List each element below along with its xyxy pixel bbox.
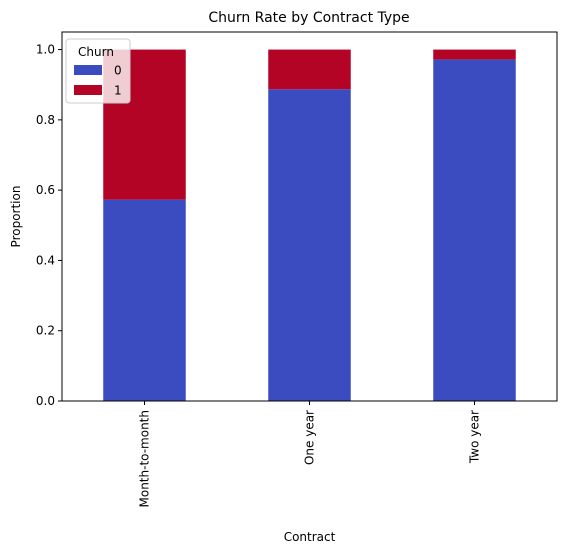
legend-title: Churn (78, 45, 114, 59)
y-tick-label: 0.2 (36, 324, 55, 338)
x-tick-label: One year (303, 410, 317, 465)
y-axis-label: Proportion (9, 186, 23, 248)
bar-two-year-churn-1 (433, 49, 516, 60)
bar-one-year-churn-1 (268, 49, 351, 90)
legend: Churn 0 1 (65, 38, 131, 104)
x-axis: Month-to-month One year Two year (138, 401, 482, 508)
y-tick-label: 1.0 (36, 43, 55, 57)
y-tick-label: 0.4 (36, 253, 55, 267)
x-tick-label: Month-to-month (138, 410, 152, 508)
y-tick-label: 0.8 (36, 113, 55, 127)
bar-one-year-churn-0 (268, 89, 351, 401)
legend-label-0: 0 (114, 64, 122, 78)
y-tick-label: 0.0 (36, 394, 55, 408)
y-axis: 0.0 0.2 0.4 0.6 0.8 1.0 (36, 43, 62, 408)
x-tick-label: Two year (468, 410, 482, 464)
legend-swatch-1 (74, 85, 102, 95)
legend-swatch-0 (74, 65, 102, 75)
plot-frame (61, 31, 558, 402)
chart-title: Churn Rate by Contract Type (208, 10, 409, 26)
y-tick-label: 0.6 (36, 183, 55, 197)
bar-month-to-month-churn-0 (103, 199, 186, 401)
legend-label-1: 1 (114, 84, 122, 98)
bars-group (103, 49, 516, 401)
x-axis-label: Contract (284, 530, 336, 544)
bar-two-year-churn-0 (433, 59, 516, 401)
